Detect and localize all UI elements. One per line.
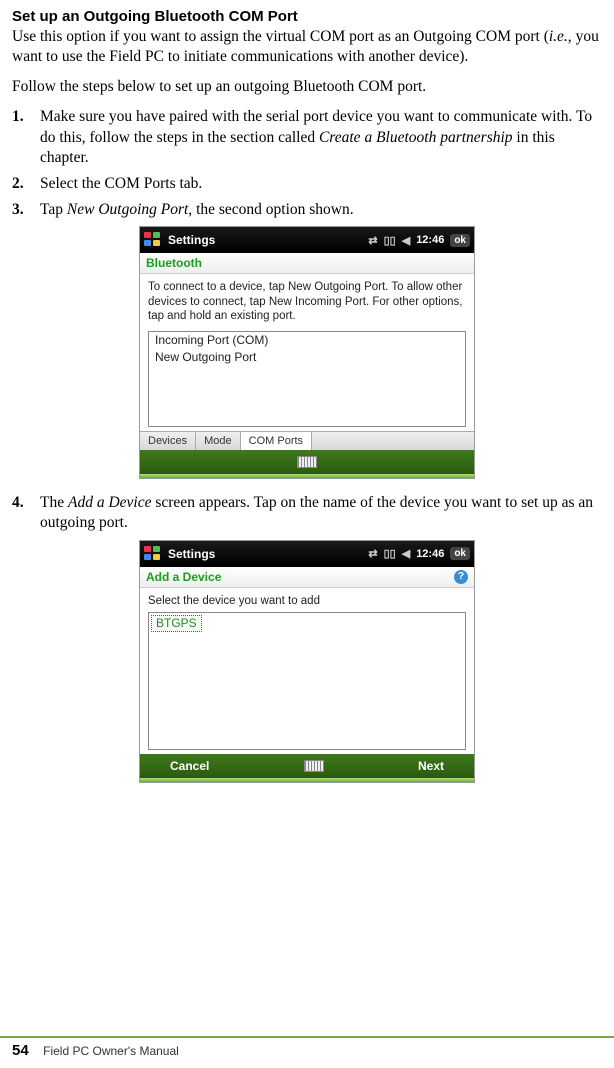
volume-icon[interactable]: ◀ — [402, 234, 410, 247]
intro-a: Use this option if you want to assign th… — [12, 28, 549, 45]
panel-title: Bluetooth — [140, 253, 474, 274]
section-heading: Set up an Outgoing Bluetooth COM Port — [12, 8, 602, 25]
soft-key-bar — [140, 450, 474, 474]
page-number: 54 — [12, 1042, 29, 1059]
step4-ital: Add a Device — [68, 494, 152, 511]
panel-title-text: Add a Device — [146, 570, 221, 584]
topbar: Settings ⇄ ▯▯ ◀ 12:46 ok — [140, 541, 474, 567]
step-4: 4. The Add a Device screen appears. Tap … — [12, 493, 602, 533]
topbar: Settings ⇄ ▯▯ ◀ 12:46 ok — [140, 227, 474, 253]
connectivity-icon[interactable]: ⇄ — [368, 234, 377, 247]
instruction-text: To connect to a device, tap New Outgoing… — [148, 280, 466, 323]
ok-button[interactable]: ok — [450, 547, 470, 560]
ok-button[interactable]: ok — [450, 234, 470, 247]
follow-paragraph: Follow the steps below to set up an outg… — [12, 77, 602, 97]
intro-paragraph: Use this option if you want to assign th… — [12, 27, 602, 67]
volume-icon[interactable]: ◀ — [402, 547, 410, 560]
signal-icon[interactable]: ▯▯ — [384, 547, 396, 560]
step3-a: Tap — [40, 201, 67, 218]
step3-ital: New Outgoing Port, — [67, 201, 192, 218]
list-item-selected[interactable]: BTGPS — [151, 615, 202, 632]
soft-key-bar: Cancel Next — [140, 754, 474, 778]
help-icon[interactable]: ? — [454, 570, 468, 584]
instruction-text: Select the device you want to add — [148, 594, 466, 608]
keyboard-icon[interactable] — [297, 456, 317, 468]
step-num: 4. — [12, 493, 40, 533]
device-listbox[interactable]: BTGPS — [148, 612, 466, 750]
ports-listbox[interactable]: Incoming Port (COM) New Outgoing Port — [148, 331, 466, 427]
keyboard-icon[interactable] — [304, 760, 324, 772]
step4-a: The — [40, 494, 68, 511]
list-item[interactable]: Incoming Port (COM) — [149, 332, 465, 349]
step3-b: the second option shown. — [192, 201, 353, 218]
tab-devices[interactable]: Devices — [140, 432, 196, 450]
clock[interactable]: 12:46 — [416, 234, 444, 246]
connectivity-icon[interactable]: ⇄ — [368, 547, 377, 560]
page-footer: 54 Field PC Owner's Manual — [0, 1036, 614, 1060]
step-num: 1. — [12, 107, 40, 167]
topbar-title: Settings — [168, 547, 368, 561]
step2-text: Select the COM Ports tab. — [40, 174, 602, 194]
step-num: 2. — [12, 174, 40, 194]
step-2: 2. Select the COM Ports tab. — [12, 174, 602, 194]
book-title: Field PC Owner's Manual — [43, 1044, 179, 1058]
cancel-button[interactable]: Cancel — [170, 759, 209, 773]
list-item[interactable]: New Outgoing Port — [149, 349, 465, 366]
start-icon[interactable] — [144, 546, 162, 562]
step-1: 1. Make sure you have paired with the se… — [12, 107, 602, 167]
clock[interactable]: 12:46 — [416, 548, 444, 560]
tab-comports[interactable]: COM Ports — [241, 432, 312, 450]
bottom-strip — [140, 778, 474, 782]
signal-icon[interactable]: ▯▯ — [384, 234, 396, 247]
tab-mode[interactable]: Mode — [196, 432, 241, 450]
step-3: 3. Tap New Outgoing Port, the second opt… — [12, 200, 602, 220]
start-icon[interactable] — [144, 232, 162, 248]
bottom-strip — [140, 474, 474, 478]
step-num: 3. — [12, 200, 40, 220]
screenshot-bluetooth-comports: Settings ⇄ ▯▯ ◀ 12:46 ok Bluetooth To co… — [139, 226, 475, 479]
screenshot-add-device: Settings ⇄ ▯▯ ◀ 12:46 ok Add a Device ? … — [139, 540, 475, 783]
step1-ital: Create a Bluetooth partnership — [319, 129, 513, 146]
intro-ie: i.e., — [549, 28, 572, 45]
panel-title: Add a Device ? — [140, 567, 474, 588]
panel-title-text: Bluetooth — [146, 256, 202, 270]
next-button[interactable]: Next — [418, 759, 444, 773]
topbar-title: Settings — [168, 233, 368, 247]
tab-bar: Devices Mode COM Ports — [140, 431, 474, 450]
